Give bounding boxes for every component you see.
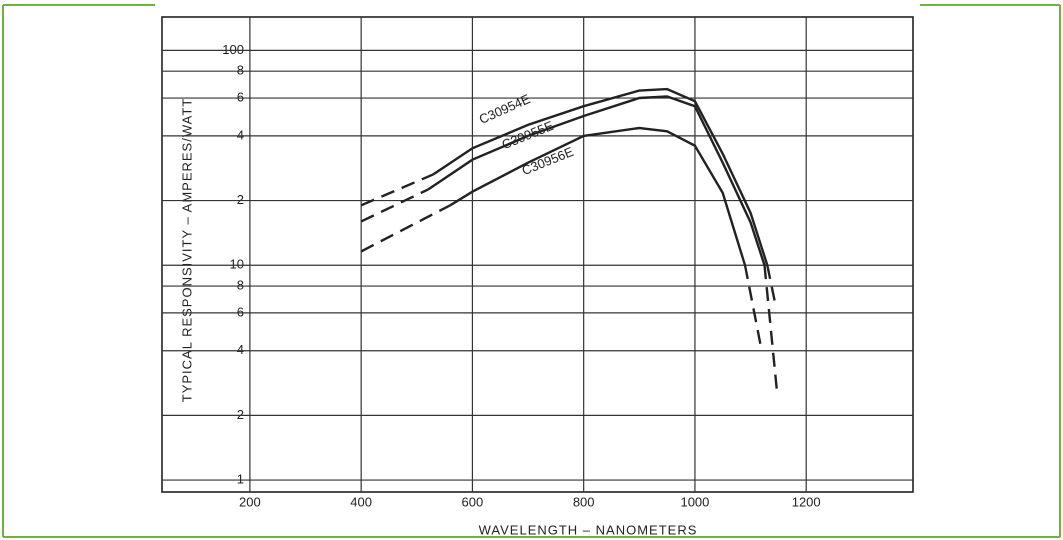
series-label: C30956E <box>520 144 576 178</box>
series-line <box>432 87 769 266</box>
series-label: C30955E <box>500 118 556 152</box>
series-line <box>427 95 766 266</box>
plot-area <box>161 16 914 493</box>
series-line <box>743 264 763 351</box>
series-line <box>360 188 429 223</box>
x-tick-label: 1000 <box>680 494 709 509</box>
series-line <box>766 264 777 306</box>
y-tick-label: 8 <box>237 277 244 292</box>
y-tick-label: 2 <box>237 407 244 422</box>
series-line <box>763 265 779 395</box>
y-axis-title: TYPICAL RESPONSIVITY – AMPERES/WATT <box>179 98 194 402</box>
x-tick-label: 1200 <box>792 494 821 509</box>
x-axis-title: WAVELENGTH – NANOMETERS <box>479 522 698 537</box>
y-tick-label: 10 <box>230 257 244 272</box>
x-tick-label: 400 <box>350 494 372 509</box>
y-tick-label: 6 <box>237 304 244 319</box>
series-label: C30954E <box>477 91 533 127</box>
series-line <box>360 173 434 207</box>
x-tick-label: 600 <box>462 494 484 509</box>
series-line <box>360 204 451 253</box>
y-tick-label: 2 <box>237 192 244 207</box>
y-tick-label: 4 <box>237 127 244 142</box>
x-tick-label: 200 <box>239 494 261 509</box>
frame <box>2 4 1061 538</box>
x-tick-label: 800 <box>573 494 595 509</box>
y-tick-label: 4 <box>237 342 244 357</box>
y-tick-label: 1 <box>237 472 244 487</box>
y-tick-label: 6 <box>237 89 244 104</box>
series-line <box>449 126 747 266</box>
y-tick-label: 8 <box>237 63 244 78</box>
y-tick-label: 100 <box>222 42 244 57</box>
